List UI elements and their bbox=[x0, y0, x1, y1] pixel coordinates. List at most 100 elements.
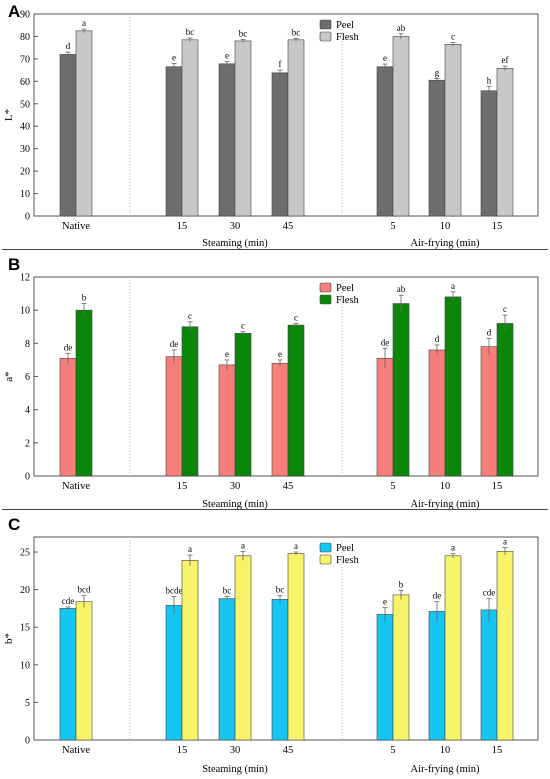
significance-letter: c bbox=[188, 311, 192, 321]
y-tick-label: 6 bbox=[25, 372, 30, 383]
legend-swatch-peel bbox=[319, 282, 332, 293]
bar-flesh bbox=[181, 39, 199, 217]
bar-flesh bbox=[287, 324, 305, 477]
bar-peel bbox=[165, 605, 183, 741]
bar-flesh bbox=[287, 553, 305, 741]
x-tick-label: 15 bbox=[177, 481, 188, 492]
x-tick-label: 45 bbox=[283, 745, 294, 756]
legend-label-flesh: Flesh bbox=[336, 295, 360, 306]
panel-a: A 0 10 20 30 40 50 60 70 80 90 L* Native 15 30 45 5 10 15… bbox=[0, 0, 550, 250]
x-tick-label: 10 bbox=[440, 745, 451, 756]
significance-letter: g bbox=[435, 67, 440, 77]
panel-letter-b: B bbox=[8, 255, 21, 274]
group-label-air-frying: Air-frying (min) bbox=[411, 499, 480, 510]
x-tick-label: 5 bbox=[390, 221, 395, 232]
group-label-steaming: Steaming (min) bbox=[202, 499, 268, 510]
significance-letter: ab bbox=[397, 23, 406, 33]
y-tick-label: 20 bbox=[20, 167, 30, 178]
bar-peel bbox=[59, 357, 77, 477]
x-tick-label: Native bbox=[62, 221, 90, 232]
significance-letter: e bbox=[225, 51, 229, 61]
significance-letter: a bbox=[188, 544, 192, 554]
y-tick-label: 10 bbox=[20, 306, 30, 317]
y-tick-label: 80 bbox=[20, 32, 30, 43]
significance-letter: bc bbox=[186, 27, 195, 37]
bar-flesh bbox=[392, 36, 410, 217]
bar-flesh bbox=[234, 555, 252, 741]
bar-flesh bbox=[234, 333, 252, 477]
x-tick-label: 45 bbox=[283, 481, 294, 492]
significance-letter: a bbox=[451, 543, 455, 553]
legend-swatch-flesh bbox=[319, 294, 332, 305]
x-tick-label: 15 bbox=[177, 745, 188, 756]
bar-peel bbox=[428, 611, 446, 741]
legend-swatch-flesh bbox=[319, 31, 332, 42]
significance-letter: c bbox=[451, 32, 455, 42]
group-label-air-frying: Air-frying (min) bbox=[411, 764, 480, 775]
bar-peel bbox=[59, 54, 77, 217]
bar-flesh bbox=[287, 39, 305, 217]
legend-label-peel: Peel bbox=[336, 20, 354, 31]
significance-letter: e bbox=[172, 52, 176, 62]
bar-flesh bbox=[496, 68, 514, 217]
legend-swatch-peel bbox=[319, 542, 332, 553]
legend-label-peel: Peel bbox=[336, 283, 354, 294]
panel-c: C 0 5 10 15 20 25 b* Native 15 30 45 5 10 15 Steaming … bbox=[0, 513, 550, 779]
x-tick-label: 30 bbox=[230, 221, 241, 232]
significance-letter: cde bbox=[62, 596, 75, 606]
panel-divider bbox=[2, 509, 548, 510]
bar-peel bbox=[59, 608, 77, 741]
y-tick-label: 5 bbox=[25, 698, 30, 709]
significance-letter: cde bbox=[483, 588, 496, 598]
significance-letter: a bbox=[241, 540, 245, 550]
chart-b: 0 2 4 6 8 10 12 a* Native 15 30 45 5 10 15 Steaming (mi… bbox=[3, 273, 539, 510]
y-tick-label: 10 bbox=[20, 660, 30, 671]
y-tick-label: 60 bbox=[20, 77, 30, 88]
y-tick-label: 8 bbox=[25, 339, 30, 350]
bar-flesh bbox=[75, 309, 93, 477]
significance-letter: bc bbox=[292, 27, 301, 37]
significance-letter: bc bbox=[223, 585, 232, 595]
bar-peel bbox=[165, 66, 183, 217]
bar-peel bbox=[271, 599, 289, 741]
group-label-air-frying: Air-frying (min) bbox=[411, 238, 480, 249]
significance-letter: d bbox=[487, 327, 492, 337]
significance-letter: bc bbox=[239, 28, 248, 38]
legend-label-flesh: Flesh bbox=[336, 32, 360, 43]
panel-letter-c: C bbox=[8, 515, 21, 534]
group-label-steaming: Steaming (min) bbox=[202, 238, 268, 249]
x-tick-label: 10 bbox=[440, 221, 451, 232]
legend-swatch-peel bbox=[319, 19, 332, 30]
group-label-steaming: Steaming (min) bbox=[202, 764, 268, 775]
bar-peel bbox=[376, 614, 394, 741]
significance-letter: de bbox=[433, 591, 442, 601]
x-tick-label: 10 bbox=[440, 481, 451, 492]
y-tick-label: 12 bbox=[20, 273, 30, 284]
significance-letter: c bbox=[294, 312, 298, 322]
bar-peel bbox=[271, 362, 289, 477]
y-tick-label: 0 bbox=[25, 736, 30, 747]
y-axis-label: a* bbox=[3, 371, 15, 381]
significance-letter: d bbox=[66, 41, 71, 51]
significance-letter: b bbox=[82, 293, 87, 303]
bar-peel bbox=[218, 364, 236, 477]
y-axis-label: L* bbox=[3, 109, 15, 121]
bar-flesh bbox=[496, 550, 514, 741]
bar-flesh bbox=[444, 43, 462, 217]
bar-flesh bbox=[444, 296, 462, 477]
x-tick-label: 5 bbox=[390, 745, 395, 756]
chart-a: 0 10 20 30 40 50 60 70 80 90 L* Native 15 30 45 5 10 15 St… bbox=[3, 10, 539, 249]
significance-letter: a bbox=[294, 541, 298, 551]
y-tick-label: 25 bbox=[20, 548, 30, 559]
y-tick-label: 15 bbox=[20, 623, 30, 634]
bar-peel bbox=[165, 356, 183, 477]
bar-peel bbox=[376, 66, 394, 217]
significance-letter: c bbox=[241, 321, 245, 331]
y-tick-label: 0 bbox=[25, 212, 30, 223]
significance-letter: e bbox=[225, 349, 229, 359]
y-tick-label: 4 bbox=[25, 405, 30, 416]
panel-letter-a: A bbox=[8, 2, 21, 21]
significance-letter: bc bbox=[276, 585, 285, 595]
x-tick-label: 30 bbox=[230, 745, 241, 756]
significance-letter: d bbox=[435, 334, 440, 344]
